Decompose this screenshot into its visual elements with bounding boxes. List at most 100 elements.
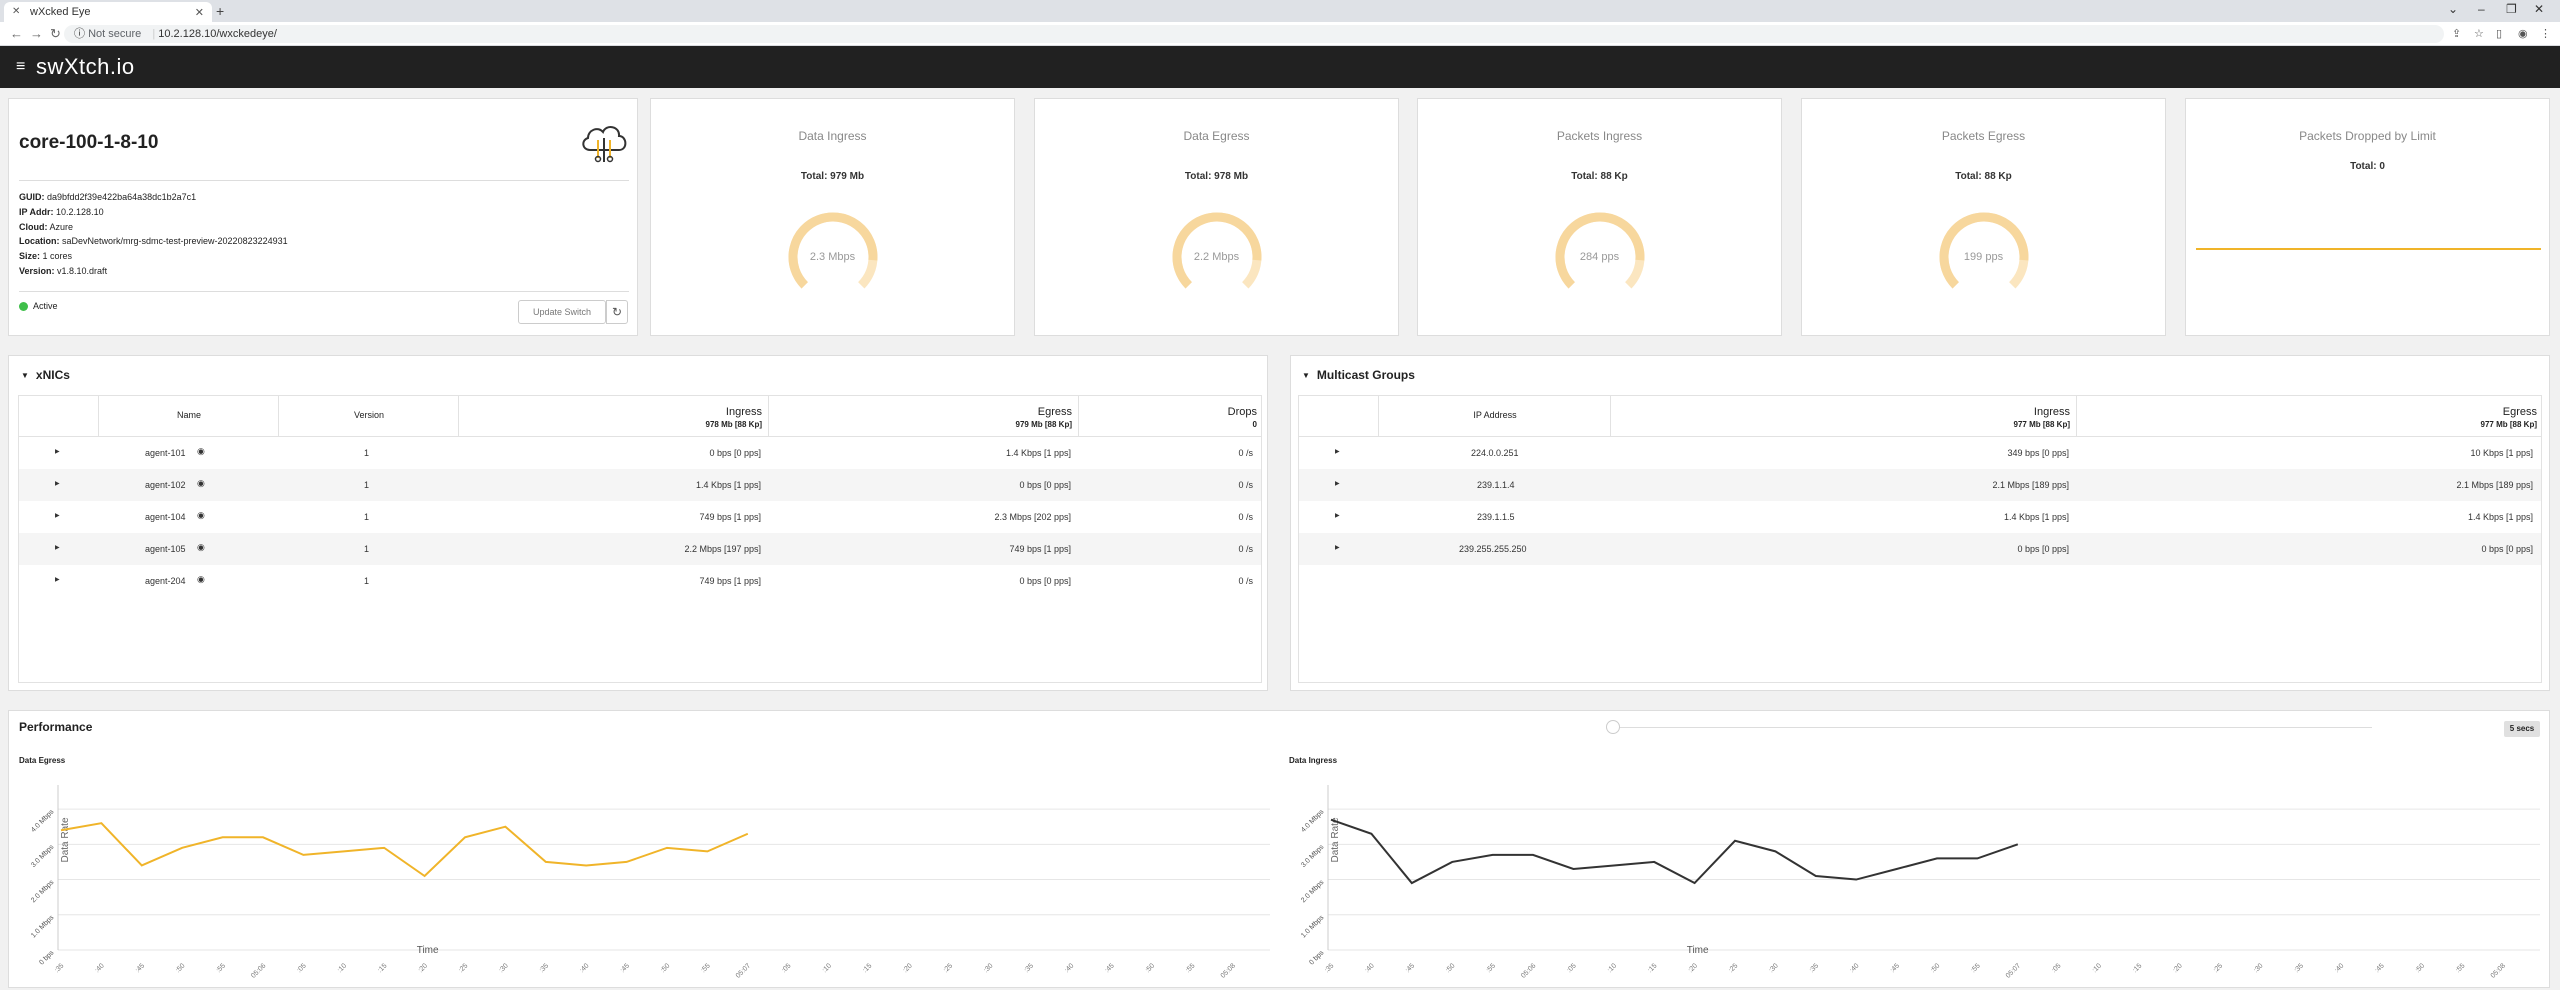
collapse-caret-icon[interactable]: ▼ (21, 370, 29, 380)
switch-details: GUID: da9bfdd2f39e422ba64a38dc1b2a7c1 IP… (19, 190, 288, 279)
table-row[interactable]: ▶ 224.0.0.251 349 bps [0 pps] 10 Kbps [1… (1299, 437, 2541, 469)
multicast-title: Multicast Groups (1316, 368, 1415, 382)
group-ingress: 0 bps [0 pps] (2017, 544, 2069, 554)
egress-chart-title: Data Egress (19, 756, 66, 765)
expand-row-icon[interactable]: ▶ (1335, 513, 1340, 519)
xnics-section-toggle[interactable]: ▼ xNICs (21, 368, 70, 382)
expand-row-icon[interactable]: ▶ (55, 481, 60, 487)
stat-title: Packets Ingress (1556, 129, 1643, 143)
eye-icon[interactable]: ◉ (197, 446, 205, 456)
collapse-caret-icon[interactable]: ▼ (1302, 370, 1310, 380)
sidepanel-icon[interactable]: ▯ (2496, 28, 2503, 40)
x-tick-label: :40 (1064, 962, 1076, 974)
header-ingress[interactable]: Ingress 978 Mb [88 Kp] (459, 396, 769, 436)
x-tick-label: :30 (1768, 962, 1780, 974)
guid-line: GUID: da9bfdd2f39e422ba64a38dc1b2a7c1 (19, 192, 197, 202)
x-tick-label: :50 (1930, 962, 1942, 974)
header-egress[interactable]: Egress 979 Mb [88 Kp] (769, 396, 1079, 436)
table-row[interactable]: ▶ 239.1.1.5 1.4 Kbps [1 pps] 1.4 Kbps [1… (1299, 501, 2541, 533)
header-egress[interactable]: Egress 977 Mb [88 Kp] (2480, 406, 2537, 429)
table-row[interactable]: ▶ agent-104 ◉ 1 749 bps [1 pps] 2.3 Mbps… (19, 501, 1261, 533)
x-tick-label: 05:07 (2005, 962, 2022, 979)
table-row[interactable]: ▶ 239.255.255.250 0 bps [0 pps] 0 bps [0… (1299, 533, 2541, 565)
x-tick-label: :20 (1687, 962, 1699, 974)
table-row[interactable]: ▶ agent-105 ◉ 1 2.2 Mbps [197 pps] 749 b… (19, 533, 1261, 565)
expand-row-icon[interactable]: ▶ (55, 513, 60, 519)
group-egress: 0 bps [0 pps] (2481, 544, 2533, 554)
expand-row-icon[interactable]: ▶ (55, 545, 60, 551)
x-tick-label: :55 (700, 962, 712, 974)
x-tick-label: 05:06 (250, 962, 267, 979)
back-icon[interactable]: ← (10, 26, 23, 41)
update-switch-button[interactable]: Update Switch (518, 300, 606, 324)
expand-row-icon[interactable]: ▶ (1335, 545, 1340, 551)
info-icon[interactable]: ⓘ (74, 28, 85, 40)
eye-icon[interactable]: ◉ (197, 510, 205, 520)
forward-icon[interactable]: → (30, 26, 43, 41)
expand-row-icon[interactable]: ▶ (55, 449, 60, 455)
status-text: Active (33, 301, 58, 311)
x-tick-label: :55 (1485, 962, 1497, 974)
gauge-fill (1939, 212, 2028, 289)
eye-icon[interactable]: ◉ (197, 542, 205, 552)
header-drops[interactable]: Drops 0 (1227, 406, 1257, 429)
close-tab-icon[interactable]: ✕ (194, 6, 204, 19)
not-secure-label: Not secure (88, 28, 142, 40)
eye-icon[interactable]: ◉ (197, 574, 205, 584)
address-bar[interactable]: ⓘ Not secure | 10.2.128.10/wxckedeye/ (64, 25, 2444, 43)
interval-button[interactable]: 5 secs (2504, 721, 2540, 737)
divider (19, 291, 629, 292)
reload-icon[interactable]: ↻ (50, 26, 61, 41)
table-row[interactable]: ▶ agent-101 ◉ 1 0 bps [0 pps] 1.4 Kbps [… (19, 437, 1261, 469)
x-tick-label: :45 (1889, 962, 1901, 974)
profile-icon[interactable]: ◉ (2518, 28, 2528, 40)
xnics-title: xNICs (35, 368, 70, 382)
eye-icon[interactable]: ◉ (197, 478, 205, 488)
refresh-icon[interactable]: ↻ (606, 300, 628, 324)
expand-row-icon[interactable]: ▶ (1335, 481, 1340, 487)
x-tick-label: :15 (862, 962, 874, 974)
browser-tabstrip: ✕ wXcked Eye ✕ + ⌄ – ❐ ✕ (0, 0, 2560, 22)
table-row[interactable]: ▶ 239.1.1.4 2.1 Mbps [189 pps] 2.1 Mbps … (1299, 469, 2541, 501)
expand-row-icon[interactable]: ▶ (55, 577, 60, 583)
group-ingress: 349 bps [0 pps] (2007, 448, 2069, 458)
gauge (1555, 212, 1644, 289)
hamburger-menu-icon[interactable]: ≡ (16, 58, 26, 75)
multicast-section-toggle[interactable]: ▼ Multicast Groups (1302, 368, 1415, 382)
bookmark-star-icon[interactable]: ☆ (2474, 28, 2484, 40)
x-tick-label: :40 (579, 962, 591, 974)
table-row[interactable]: ▶ agent-204 ◉ 1 749 bps [1 pps] 0 bps [0… (19, 565, 1261, 597)
expand-row-icon[interactable]: ▶ (1335, 449, 1340, 455)
new-tab-button[interactable]: + (216, 3, 225, 19)
x-tick-label: :40 (1849, 962, 1861, 974)
menu-kebab-icon[interactable]: ⋮ (2540, 28, 2551, 40)
status-badge: Active (19, 301, 58, 311)
header-version[interactable]: Version (279, 396, 459, 436)
gauge-fill (1555, 212, 1644, 289)
xnic-egress: 2.3 Mbps [202 pps] (994, 512, 1071, 522)
time-slider-handle[interactable] (1606, 720, 1620, 734)
header-name[interactable]: Name (99, 396, 279, 436)
restore-icon[interactable]: ❐ (2506, 2, 2517, 16)
stat-total: Total: 0 (2350, 161, 2385, 172)
xnics-table: Name Version Ingress 978 Mb [88 Kp] Egre… (18, 395, 1262, 683)
group-egress: 2.1 Mbps [189 pps] (2456, 480, 2533, 490)
table-row[interactable]: ▶ agent-102 ◉ 1 1.4 Kbps [1 pps] 0 bps [… (19, 469, 1261, 501)
tab-search-icon[interactable]: ⌄ (2448, 2, 2459, 16)
header-ingress[interactable]: Ingress 977 Mb [88 Kp] (1611, 396, 2077, 436)
x-axis-label: Time (1687, 945, 1709, 956)
browser-tab[interactable]: ✕ wXcked Eye ✕ (4, 2, 212, 22)
gauge-value: 284 pps (1579, 251, 1620, 263)
url-text: 10.2.128.10/wxckedeye/ (158, 28, 277, 40)
xnic-version: 1 (364, 448, 370, 458)
y-tick-label: 0 bps (1308, 949, 1325, 966)
xnic-ingress: 1.4 Kbps [1 pps] (695, 480, 761, 490)
header-ip-address[interactable]: IP Address (1379, 396, 1611, 436)
time-slider-track[interactable] (1612, 727, 2372, 728)
minimize-icon[interactable]: – (2478, 2, 2485, 16)
share-icon[interactable]: ⇪ (2452, 28, 2462, 40)
close-window-icon[interactable]: ✕ (2534, 2, 2545, 16)
x-tick-label: :35 (1808, 962, 1820, 974)
performance-card (8, 710, 2550, 988)
x-tick-label: :35 (1324, 962, 1336, 974)
